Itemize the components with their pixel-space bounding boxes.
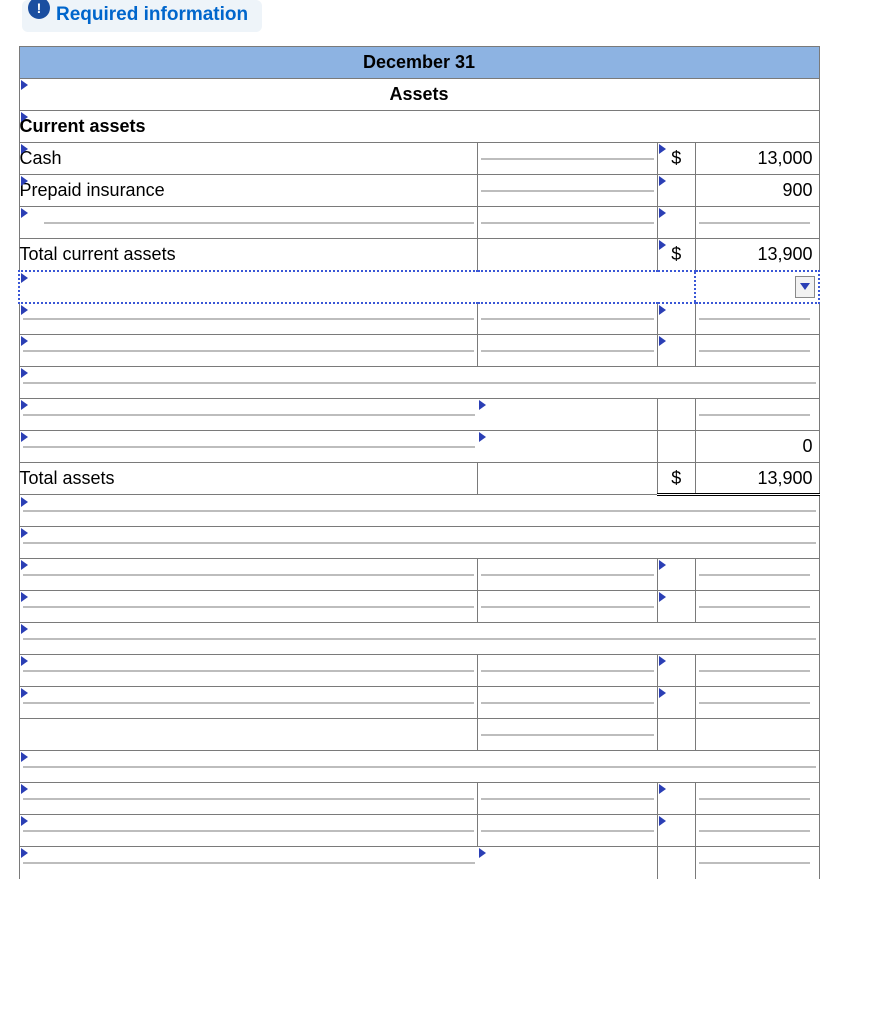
row-split-1 xyxy=(19,399,819,431)
total-assets-currency: $ xyxy=(657,463,695,495)
row-cash: Cash $ 13,000 xyxy=(19,143,819,175)
total-current-label: Total current assets xyxy=(19,239,478,271)
row-blank-1 xyxy=(19,207,819,239)
total-assets-label: Total assets xyxy=(19,463,478,495)
row-input-8 xyxy=(19,783,819,815)
prepaid-value[interactable]: 900 xyxy=(695,175,819,207)
row-input-2 xyxy=(19,303,819,335)
current-assets-label[interactable]: Current assets xyxy=(19,111,819,143)
assets-header[interactable]: Assets xyxy=(19,79,819,111)
row-total-assets: Total assets $ 13,900 xyxy=(19,463,819,495)
prepaid-label[interactable]: Prepaid insurance xyxy=(19,175,478,207)
row-total-current: Total current assets $ 13,900 xyxy=(19,239,819,271)
current-assets-row: Current assets xyxy=(19,111,819,143)
row-full-5 xyxy=(19,751,819,783)
row-input-9 xyxy=(19,815,819,847)
total-current-value: 13,900 xyxy=(695,239,819,271)
row-input-4 xyxy=(19,559,819,591)
assets-header-row: Assets xyxy=(19,79,819,111)
cash-label[interactable]: Cash xyxy=(19,143,478,175)
row-plain-1 xyxy=(19,719,819,751)
row-full-2 xyxy=(19,495,819,527)
row-full-4 xyxy=(19,623,819,655)
row-input-5 xyxy=(19,591,819,623)
total-current-currency: $ xyxy=(657,239,695,271)
prepaid-mid[interactable] xyxy=(478,175,657,207)
info-icon: ! xyxy=(28,0,50,19)
cash-currency: $ xyxy=(657,143,695,175)
required-info-banner[interactable]: ! Required information xyxy=(22,0,262,32)
chevron-down-icon[interactable] xyxy=(795,276,815,298)
required-info-text: Required information xyxy=(56,4,248,26)
header-date: December 31 xyxy=(19,47,819,79)
row-active-dropdown xyxy=(19,271,819,303)
row-bottom xyxy=(19,847,819,879)
balance-sheet-table: December 31 Assets Current assets Cash $… xyxy=(18,46,820,879)
row-full-3 xyxy=(19,527,819,559)
dropdown-cell[interactable] xyxy=(695,271,819,303)
row-input-7 xyxy=(19,687,819,719)
prepaid-currency xyxy=(657,175,695,207)
cash-mid[interactable] xyxy=(478,143,657,175)
cash-value[interactable]: 13,000 xyxy=(695,143,819,175)
total-assets-value: 13,900 xyxy=(695,463,819,495)
row-prepaid: Prepaid insurance 900 xyxy=(19,175,819,207)
row-full-1 xyxy=(19,367,819,399)
header-date-row: December 31 xyxy=(19,47,819,79)
row-zero: 0 xyxy=(19,431,819,463)
zero-value: 0 xyxy=(695,431,819,463)
row-input-6 xyxy=(19,655,819,687)
row-input-3 xyxy=(19,335,819,367)
